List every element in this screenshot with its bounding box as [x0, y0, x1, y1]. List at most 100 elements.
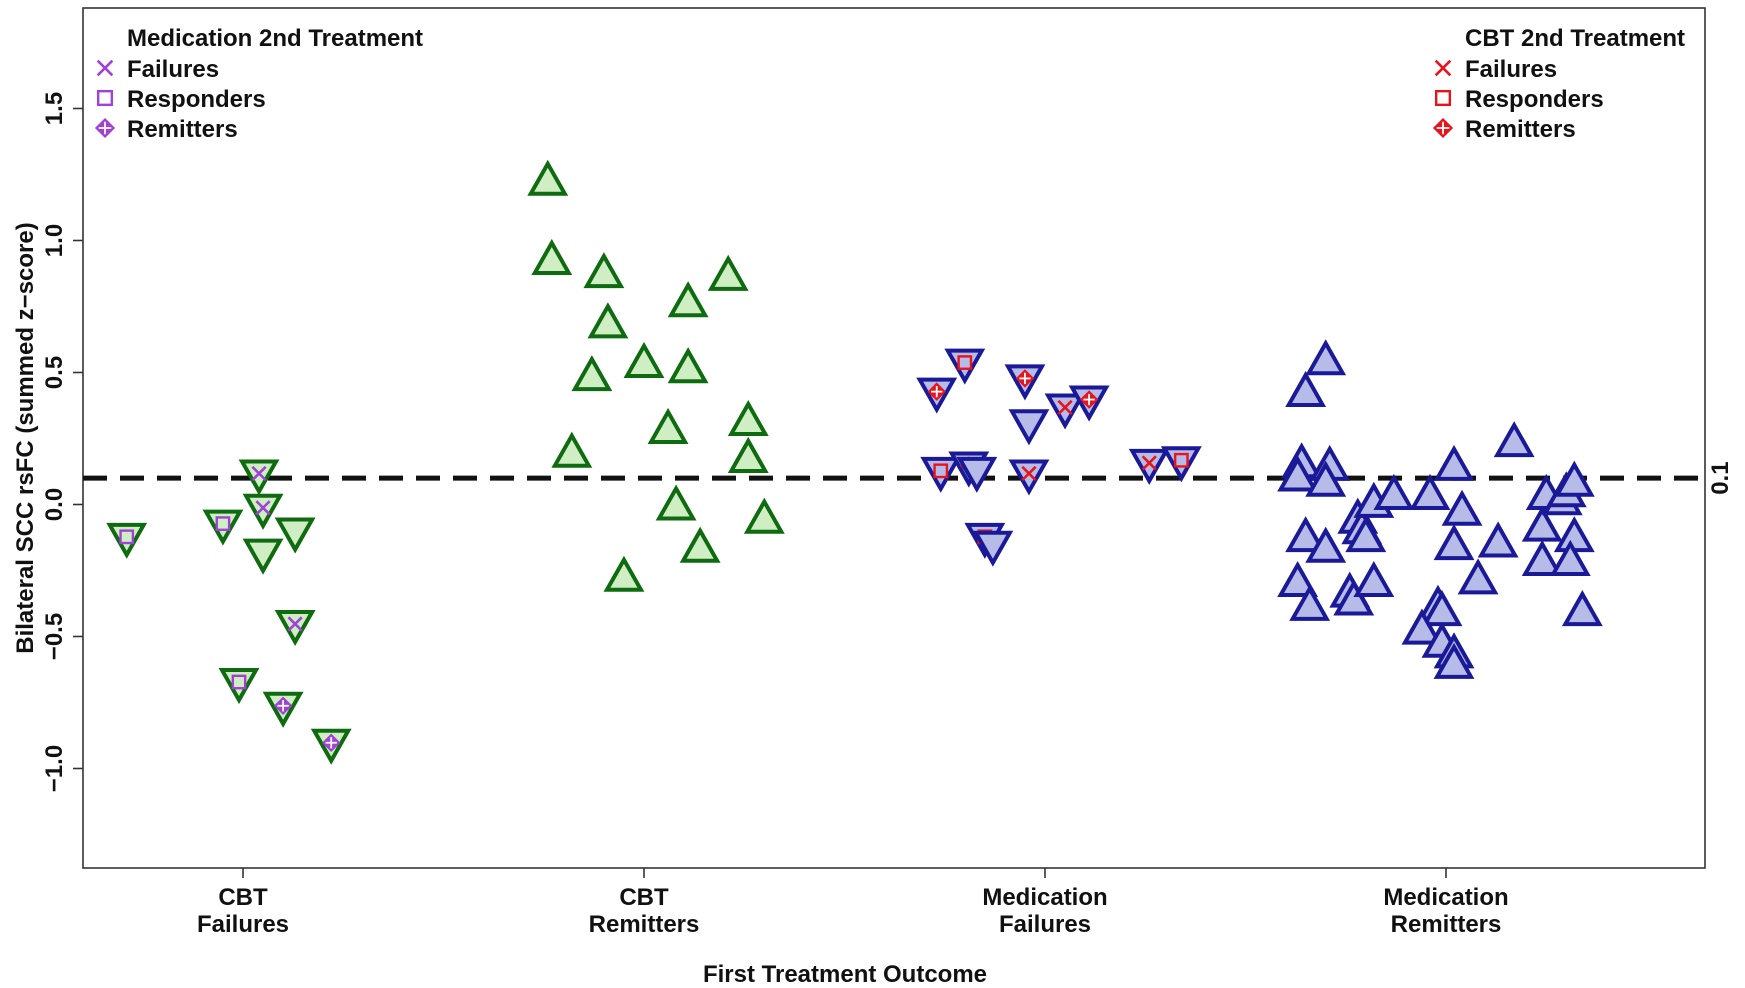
data-point	[551, 431, 593, 468]
legend-label: Responders	[1465, 86, 1604, 113]
diamond-marker	[927, 382, 946, 401]
data-point	[1305, 460, 1347, 497]
legend-title: CBT 2nd Treatment	[1465, 25, 1685, 52]
up-triangle-marker	[707, 254, 749, 291]
up-triangle-marker	[1561, 590, 1603, 627]
data-point	[972, 530, 1014, 567]
square-marker	[933, 463, 949, 479]
data-point	[655, 484, 697, 521]
data-point	[667, 347, 709, 384]
legend-medication-2nd-treatment: Medication 2nd Treatment Failures Responde…	[94, 25, 423, 143]
x-marker	[287, 616, 303, 632]
up-triangle-marker	[727, 399, 769, 437]
y-tick-label: −1.0	[41, 745, 68, 792]
legend-cbt-2nd-treatment: CBT 2nd Treatment Failures Responders Remit…	[1432, 25, 1685, 143]
data-point	[1289, 584, 1331, 621]
diamond-marker	[1079, 390, 1099, 409]
data-point	[1345, 516, 1387, 553]
data-point	[1285, 516, 1327, 553]
data-point	[916, 377, 958, 414]
up-triangle-marker	[1285, 370, 1327, 407]
up-triangle-marker	[1521, 539, 1563, 576]
x-tick-label: Failures	[197, 911, 289, 938]
data-point	[727, 399, 769, 437]
down-triangle-marker	[274, 517, 316, 554]
data-point	[202, 509, 244, 546]
up-triangle-marker	[1433, 524, 1475, 561]
square-marker	[96, 89, 114, 107]
data-point	[1433, 524, 1475, 561]
data-point	[1277, 455, 1319, 492]
up-triangle-marker	[1345, 516, 1387, 553]
data-point	[743, 497, 785, 534]
up-triangle-marker	[531, 238, 573, 275]
up-triangle-marker	[1521, 505, 1563, 542]
up-triangle-marker	[1305, 460, 1347, 497]
up-triangle-marker	[1409, 473, 1451, 510]
x-tick-label: Medication	[982, 884, 1107, 911]
data-point	[106, 522, 148, 559]
down-triangle-marker	[920, 456, 962, 493]
data-point	[1128, 448, 1170, 485]
up-triangle-marker	[1457, 558, 1499, 595]
diamond-marker	[322, 733, 341, 752]
down-triangle-marker	[238, 459, 280, 496]
data-point	[1457, 558, 1499, 595]
square-marker	[957, 355, 973, 370]
up-triangle-marker	[1333, 579, 1375, 616]
up-triangle-marker	[1285, 516, 1327, 553]
legend-label: Responders	[127, 86, 266, 113]
up-triangle-marker	[583, 252, 625, 289]
y-tick-label: 1.5	[41, 92, 68, 125]
data-point	[1493, 421, 1535, 458]
x-marker	[255, 500, 271, 516]
up-triangle-marker	[603, 555, 645, 592]
up-triangle-marker	[1441, 489, 1483, 526]
up-triangle-marker	[1549, 539, 1591, 576]
down-triangle-marker	[1128, 448, 1170, 485]
up-triangle-marker	[667, 347, 709, 384]
data-point	[310, 728, 352, 765]
up-triangle-marker	[1305, 339, 1347, 376]
diamond-marker	[273, 696, 293, 715]
data-point	[727, 436, 769, 473]
data-point	[667, 281, 709, 318]
data-point	[679, 526, 721, 563]
diamond-marker	[1432, 117, 1454, 139]
data-point	[707, 254, 749, 291]
up-triangle-marker	[679, 526, 721, 563]
data-point	[1305, 526, 1347, 563]
data-point	[1521, 539, 1563, 576]
legend-label: Failures	[127, 56, 219, 83]
square-marker	[119, 529, 135, 545]
y-axis-title: Bilateral SCC rsFC (summed z−score)	[12, 222, 39, 653]
data-point	[1277, 561, 1319, 598]
x-axis: CBTFailuresCBTRemittersMedicationFailure…	[197, 868, 1509, 938]
down-triangle-marker	[956, 456, 998, 493]
y-axis: 1.5 1.0 0.5 0.0 −0.5 −1.0	[41, 92, 83, 792]
data-point	[1004, 364, 1046, 401]
down-triangle-marker	[1044, 393, 1086, 430]
x-tick-label: Medication	[1383, 884, 1508, 911]
data-point	[1160, 446, 1202, 483]
data-points	[106, 159, 1603, 765]
data-point	[920, 456, 962, 493]
data-point	[1477, 521, 1519, 558]
up-triangle-marker	[1277, 561, 1319, 598]
data-point	[242, 493, 284, 530]
y-tick-label: −0.5	[41, 613, 68, 660]
down-triangle-marker	[202, 509, 244, 546]
data-point	[587, 302, 629, 339]
legend-label: Remitters	[1465, 116, 1576, 143]
data-point	[1561, 590, 1603, 627]
down-triangle-marker	[972, 530, 1014, 567]
data-point	[1373, 473, 1415, 510]
x-tick-label: Failures	[999, 911, 1091, 938]
data-point	[1441, 489, 1483, 526]
data-point	[571, 355, 613, 392]
plot-frame	[82, 7, 1706, 869]
legend-label: Failures	[1465, 56, 1557, 83]
down-triangle-marker	[274, 609, 316, 646]
square-marker	[1434, 89, 1452, 107]
down-triangle-marker	[242, 538, 284, 575]
